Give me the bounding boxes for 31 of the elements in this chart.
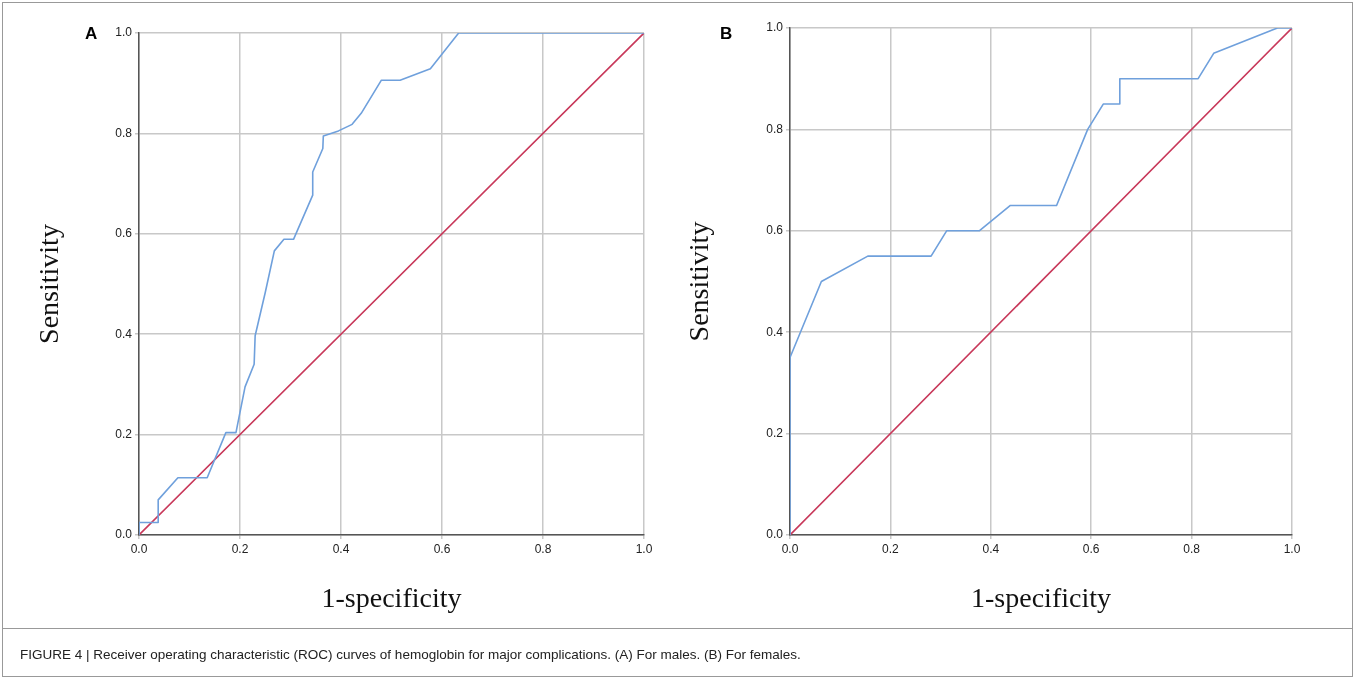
x-tick-label: 0.4 xyxy=(332,541,350,556)
y-tick-label: 0.2 xyxy=(115,426,133,441)
chart-title: B xyxy=(720,24,733,44)
y-tick-label: 0.4 xyxy=(115,326,133,341)
x-tick-label: 0.2 xyxy=(231,541,249,556)
x-axis-title: 1-specificity xyxy=(321,581,462,613)
y-axis-title: Sensitivity xyxy=(33,224,65,344)
y-tick-label: 0.0 xyxy=(115,527,133,542)
y-tick-label: 0.4 xyxy=(766,324,784,339)
x-tick-label: 0.6 xyxy=(1082,541,1100,556)
y-tick-label: 0.8 xyxy=(766,121,784,136)
caption: FIGURE 4 | Receiver operating characteristic (ROC) curves of hemoglobin for major complications. (A) For males. (B) For females. xyxy=(2,628,1353,662)
chart-title: A xyxy=(85,24,98,44)
x-tick-label: 0.0 xyxy=(781,541,799,556)
x-tick-label: 0.0 xyxy=(130,541,148,556)
y-tick-label: 1.0 xyxy=(766,20,784,35)
x-tick-label: 1.0 xyxy=(635,541,653,556)
x-tick-label: 1.0 xyxy=(1283,541,1301,556)
y-tick-label: 0.2 xyxy=(766,425,784,440)
y-axis-title: Sensitivity xyxy=(683,221,715,342)
x-tick-label: 0.8 xyxy=(1183,541,1201,556)
y-tick-label: 0.0 xyxy=(766,527,784,542)
x-tick-label: 0.6 xyxy=(433,541,451,556)
x-tick-label: 0.2 xyxy=(882,541,900,556)
y-tick-label: 0.6 xyxy=(115,226,133,241)
x-tick-label: 0.8 xyxy=(534,541,552,556)
x-tick-label: 0.4 xyxy=(982,541,1000,556)
y-tick-label: 1.0 xyxy=(115,25,133,40)
y-tick-label: 0.6 xyxy=(766,223,784,238)
y-tick-label: 0.8 xyxy=(115,125,133,140)
x-axis-title: 1-specificity xyxy=(971,581,1111,613)
